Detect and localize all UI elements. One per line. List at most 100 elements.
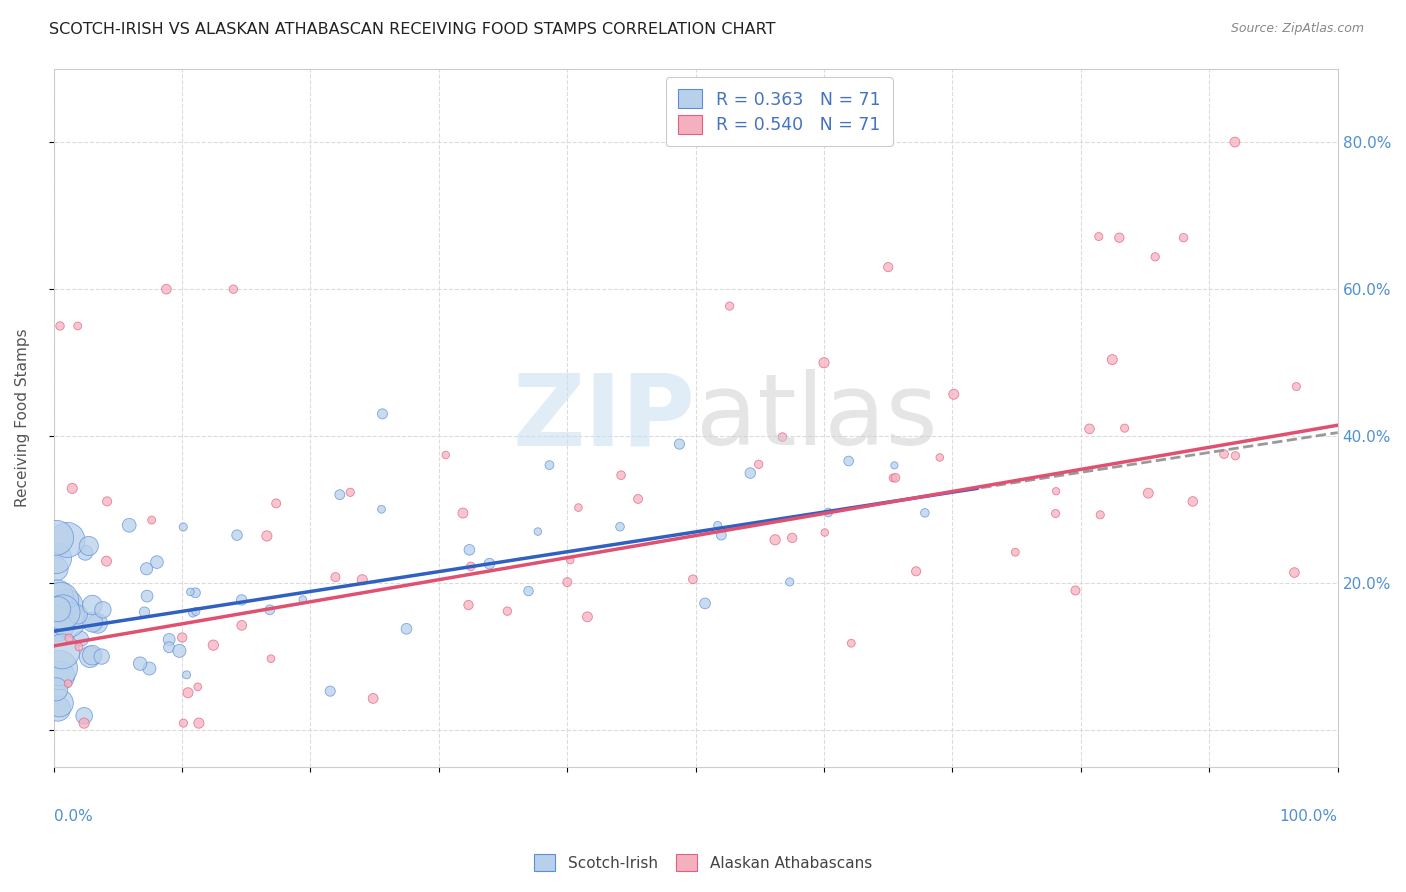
Point [222,282,245,296]
Point [155,282,177,296]
Point [70,632,93,646]
Point [458,542,481,557]
Point [1045,507,1067,521]
Point [260,651,283,665]
Point [693,596,716,610]
Point [60,482,83,496]
Point [90,649,112,664]
Point [1087,229,1109,244]
Point [179,585,201,599]
Point [905,564,928,578]
Point [138,661,160,675]
Point [67,640,90,654]
Point [256,529,278,543]
Point [96,494,118,508]
Point [91,603,114,617]
Point [172,631,194,645]
Point [184,586,207,600]
Point [779,574,801,589]
Point [682,572,704,586]
Point [1181,494,1204,508]
Point [49,661,72,675]
Text: atlas: atlas [696,369,938,467]
Point [928,450,950,465]
Point [478,557,501,571]
Text: 0.0%: 0.0% [53,809,93,824]
Point [46,602,69,616]
Point [329,488,352,502]
Point [1285,379,1308,393]
Point [319,684,342,698]
Point [567,500,589,515]
Point [814,525,837,540]
Point [177,686,200,700]
Point [264,496,287,510]
Point [52,605,75,619]
Point [1284,566,1306,580]
Point [839,636,862,650]
Text: ZIP: ZIP [513,369,696,467]
Point [710,528,733,542]
Point [1173,230,1195,244]
Point [884,471,907,485]
Point [877,260,900,274]
Point [1137,486,1160,500]
Point [371,407,394,421]
Point [1090,508,1112,522]
Point [187,680,209,694]
Point [231,593,253,607]
Point [610,468,633,483]
Point [157,632,180,647]
Point [748,458,770,472]
Point [82,648,104,662]
Point [187,716,209,731]
Point [146,555,169,569]
Point [770,430,793,444]
Point [135,562,157,576]
Point [813,356,835,370]
Point [172,716,194,731]
Point [49,593,72,607]
Point [58,631,80,645]
Point [838,454,860,468]
Point [668,437,690,451]
Point [942,387,965,401]
Point [46,617,69,632]
Point [141,513,163,527]
Point [496,604,519,618]
Point [517,584,540,599]
Text: SCOTCH-IRISH VS ALASKAN ATHABASCAN RECEIVING FOOD STAMPS CORRELATION CHART: SCOTCH-IRISH VS ALASKAN ATHABASCAN RECEI… [49,22,776,37]
Legend: R = 0.363   N = 71, R = 0.540   N = 71: R = 0.363 N = 71, R = 0.540 N = 71 [665,78,893,146]
Point [882,471,904,485]
Point [370,502,392,516]
Point [1064,583,1087,598]
Legend: Scotch-Irish, Alaskan Athabascans: Scotch-Irish, Alaskan Athabascans [529,848,877,877]
Point [181,606,204,620]
Point [66,318,89,333]
Point [86,616,108,631]
Point [46,589,69,603]
Point [817,506,839,520]
Point [763,533,786,547]
Point [627,491,650,506]
Point [49,668,72,682]
Point [883,458,905,473]
Point [706,518,728,533]
Point [157,640,180,655]
Point [45,531,67,545]
Point [460,559,482,574]
Point [73,708,96,723]
Point [172,520,194,534]
Point [169,644,191,658]
Text: 100.0%: 100.0% [1279,809,1337,824]
Point [259,603,281,617]
Point [527,524,550,539]
Point [46,701,69,715]
Point [395,622,418,636]
Point [352,573,374,587]
Point [82,615,104,629]
Point [1213,447,1236,461]
Point [79,649,101,664]
Point [555,575,578,590]
Point [1114,421,1136,435]
